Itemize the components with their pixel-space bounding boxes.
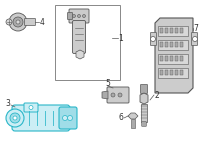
- Circle shape: [62, 116, 68, 121]
- Circle shape: [16, 20, 20, 24]
- Bar: [175, 42, 178, 47]
- Circle shape: [10, 113, 20, 123]
- Bar: [170, 28, 173, 33]
- FancyBboxPatch shape: [131, 119, 135, 128]
- Bar: [175, 56, 178, 61]
- Bar: [165, 42, 168, 47]
- FancyBboxPatch shape: [72, 20, 86, 54]
- Circle shape: [192, 36, 198, 41]
- Bar: [160, 42, 163, 47]
- Bar: [175, 28, 178, 33]
- FancyBboxPatch shape: [68, 12, 72, 20]
- Bar: [165, 56, 168, 61]
- Bar: [165, 70, 168, 75]
- Circle shape: [29, 106, 33, 110]
- FancyBboxPatch shape: [24, 103, 38, 112]
- Circle shape: [78, 15, 80, 17]
- Polygon shape: [155, 18, 193, 93]
- Text: 3: 3: [6, 98, 10, 107]
- Bar: [180, 70, 183, 75]
- FancyBboxPatch shape: [192, 32, 198, 46]
- FancyBboxPatch shape: [158, 68, 188, 78]
- Circle shape: [6, 109, 24, 127]
- Circle shape: [118, 93, 122, 97]
- Bar: [180, 42, 183, 47]
- Circle shape: [83, 15, 86, 17]
- Bar: [170, 56, 173, 61]
- Text: 1: 1: [119, 34, 123, 42]
- FancyBboxPatch shape: [24, 19, 36, 25]
- Circle shape: [13, 17, 23, 27]
- Bar: [160, 28, 163, 33]
- Bar: [180, 56, 183, 61]
- Circle shape: [111, 93, 115, 97]
- Bar: [175, 70, 178, 75]
- Circle shape: [151, 36, 156, 41]
- Text: 4: 4: [40, 17, 44, 26]
- FancyBboxPatch shape: [107, 87, 129, 103]
- Bar: [160, 70, 163, 75]
- FancyBboxPatch shape: [140, 85, 148, 93]
- FancyBboxPatch shape: [69, 9, 89, 23]
- Text: 2: 2: [155, 91, 159, 100]
- Polygon shape: [140, 93, 148, 104]
- FancyBboxPatch shape: [151, 32, 156, 46]
- FancyBboxPatch shape: [59, 107, 77, 129]
- Bar: [165, 28, 168, 33]
- Bar: [180, 28, 183, 33]
- Circle shape: [13, 116, 17, 120]
- Bar: [170, 42, 173, 47]
- FancyBboxPatch shape: [142, 122, 146, 126]
- Polygon shape: [128, 113, 138, 119]
- Polygon shape: [102, 91, 108, 99]
- FancyBboxPatch shape: [141, 104, 147, 122]
- Polygon shape: [76, 50, 84, 59]
- Bar: [160, 56, 163, 61]
- FancyBboxPatch shape: [55, 5, 120, 80]
- Text: 5: 5: [106, 78, 110, 87]
- Circle shape: [9, 13, 27, 31]
- Bar: [170, 70, 173, 75]
- FancyBboxPatch shape: [12, 105, 70, 131]
- FancyBboxPatch shape: [158, 40, 188, 50]
- FancyBboxPatch shape: [158, 54, 188, 64]
- Circle shape: [6, 19, 12, 25]
- Text: 7: 7: [194, 24, 198, 32]
- FancyBboxPatch shape: [158, 26, 188, 36]
- Circle shape: [68, 116, 72, 121]
- Text: 6: 6: [119, 113, 123, 122]
- Circle shape: [72, 15, 76, 17]
